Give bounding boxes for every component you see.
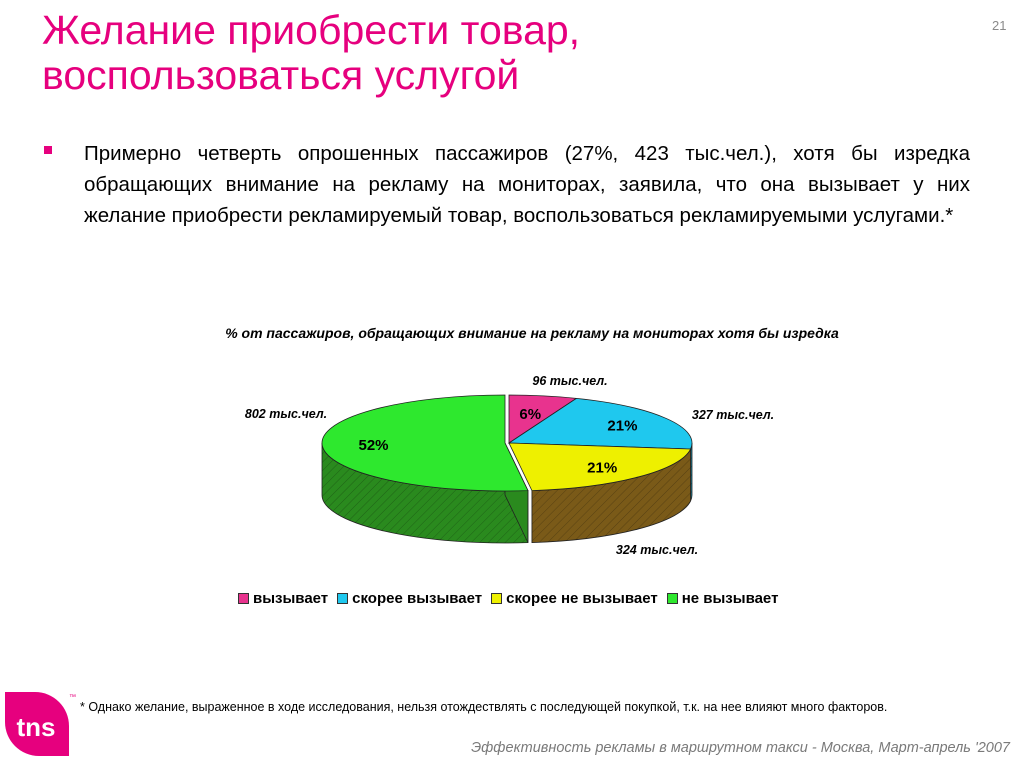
tns-logo: tns [5,692,69,756]
pie-slice-annotation: 802 тыс.чел. [245,407,327,421]
pie-labels: 6% 21% 21% 52% 96 тыс.чел. 327 тыс.чел. 324 ты… [245,374,774,557]
logo-text: tns [17,712,56,742]
pie-tops [321,394,693,492]
logo-trademark: ™ [69,694,76,701]
footer-caption: Эффективность рекламы в маршрутном такси… [471,740,1010,756]
pie-slice-side-hatch [322,443,528,543]
pie-chart: 6% 21% 21% 52% 96 тыс.чел. 327 тыс.чел. 324 ты… [245,374,774,557]
slide-title-line-1: Желание приобрести товар, [42,7,581,53]
pie-slice-annotation: 324 тыс.чел. [616,543,698,557]
pie-slice-annotation: 327 тыс.чел. [692,408,774,422]
pie-slice-value-label: 6% [519,406,541,423]
legend-item: не вызывает [666,590,779,607]
pie-sides [321,442,693,544]
pie-slice-value-label: 52% [358,437,388,454]
slide-number: 21 [992,18,1007,33]
legend-swatch [337,593,349,604]
slide-title-line-2: воспользоваться услугой [42,52,520,98]
legend-item: скорее вызывает [337,590,482,607]
footnote: * Однако желание, выраженное в ходе иссл… [80,700,888,714]
legend-swatch [238,593,249,604]
pie-slice-value-label: 21% [587,459,617,476]
pie-slice-top [508,442,692,492]
bullet-marker-icon [44,146,52,154]
pie-slice-top [321,394,529,492]
legend-label: скорее вызывает [352,590,483,607]
tns-logo-icon: tns [17,712,56,742]
bullet-item: Примерно четверть опрошенных пассажиров … [44,138,970,231]
pie-slice-annotation: 96 тыс.чел. [532,374,607,388]
legend-label: не вызывает [681,590,779,607]
legend-swatch [491,593,503,604]
chart-title: % от пассажиров, обращающих внимание на … [225,325,839,341]
slide-title: Желание приобрести товар, воспользоватьс… [42,8,942,98]
pie-slice-value-label: 21% [607,417,637,434]
legend-label: скорее не вызывает [506,590,658,607]
pie-slice-top [507,397,693,450]
bullet-text: Примерно четверть опрошенных пассажиров … [84,142,970,227]
legend-item: скорее не вызывает [491,590,658,607]
chart-legend: вызывает скорее вызывает скорее не вызыв… [238,590,787,607]
pie-slice-side-hatch [531,449,691,543]
legend-item: вызывает [238,590,328,607]
legend-label: вызывает [253,590,329,607]
legend-swatch [666,593,678,604]
